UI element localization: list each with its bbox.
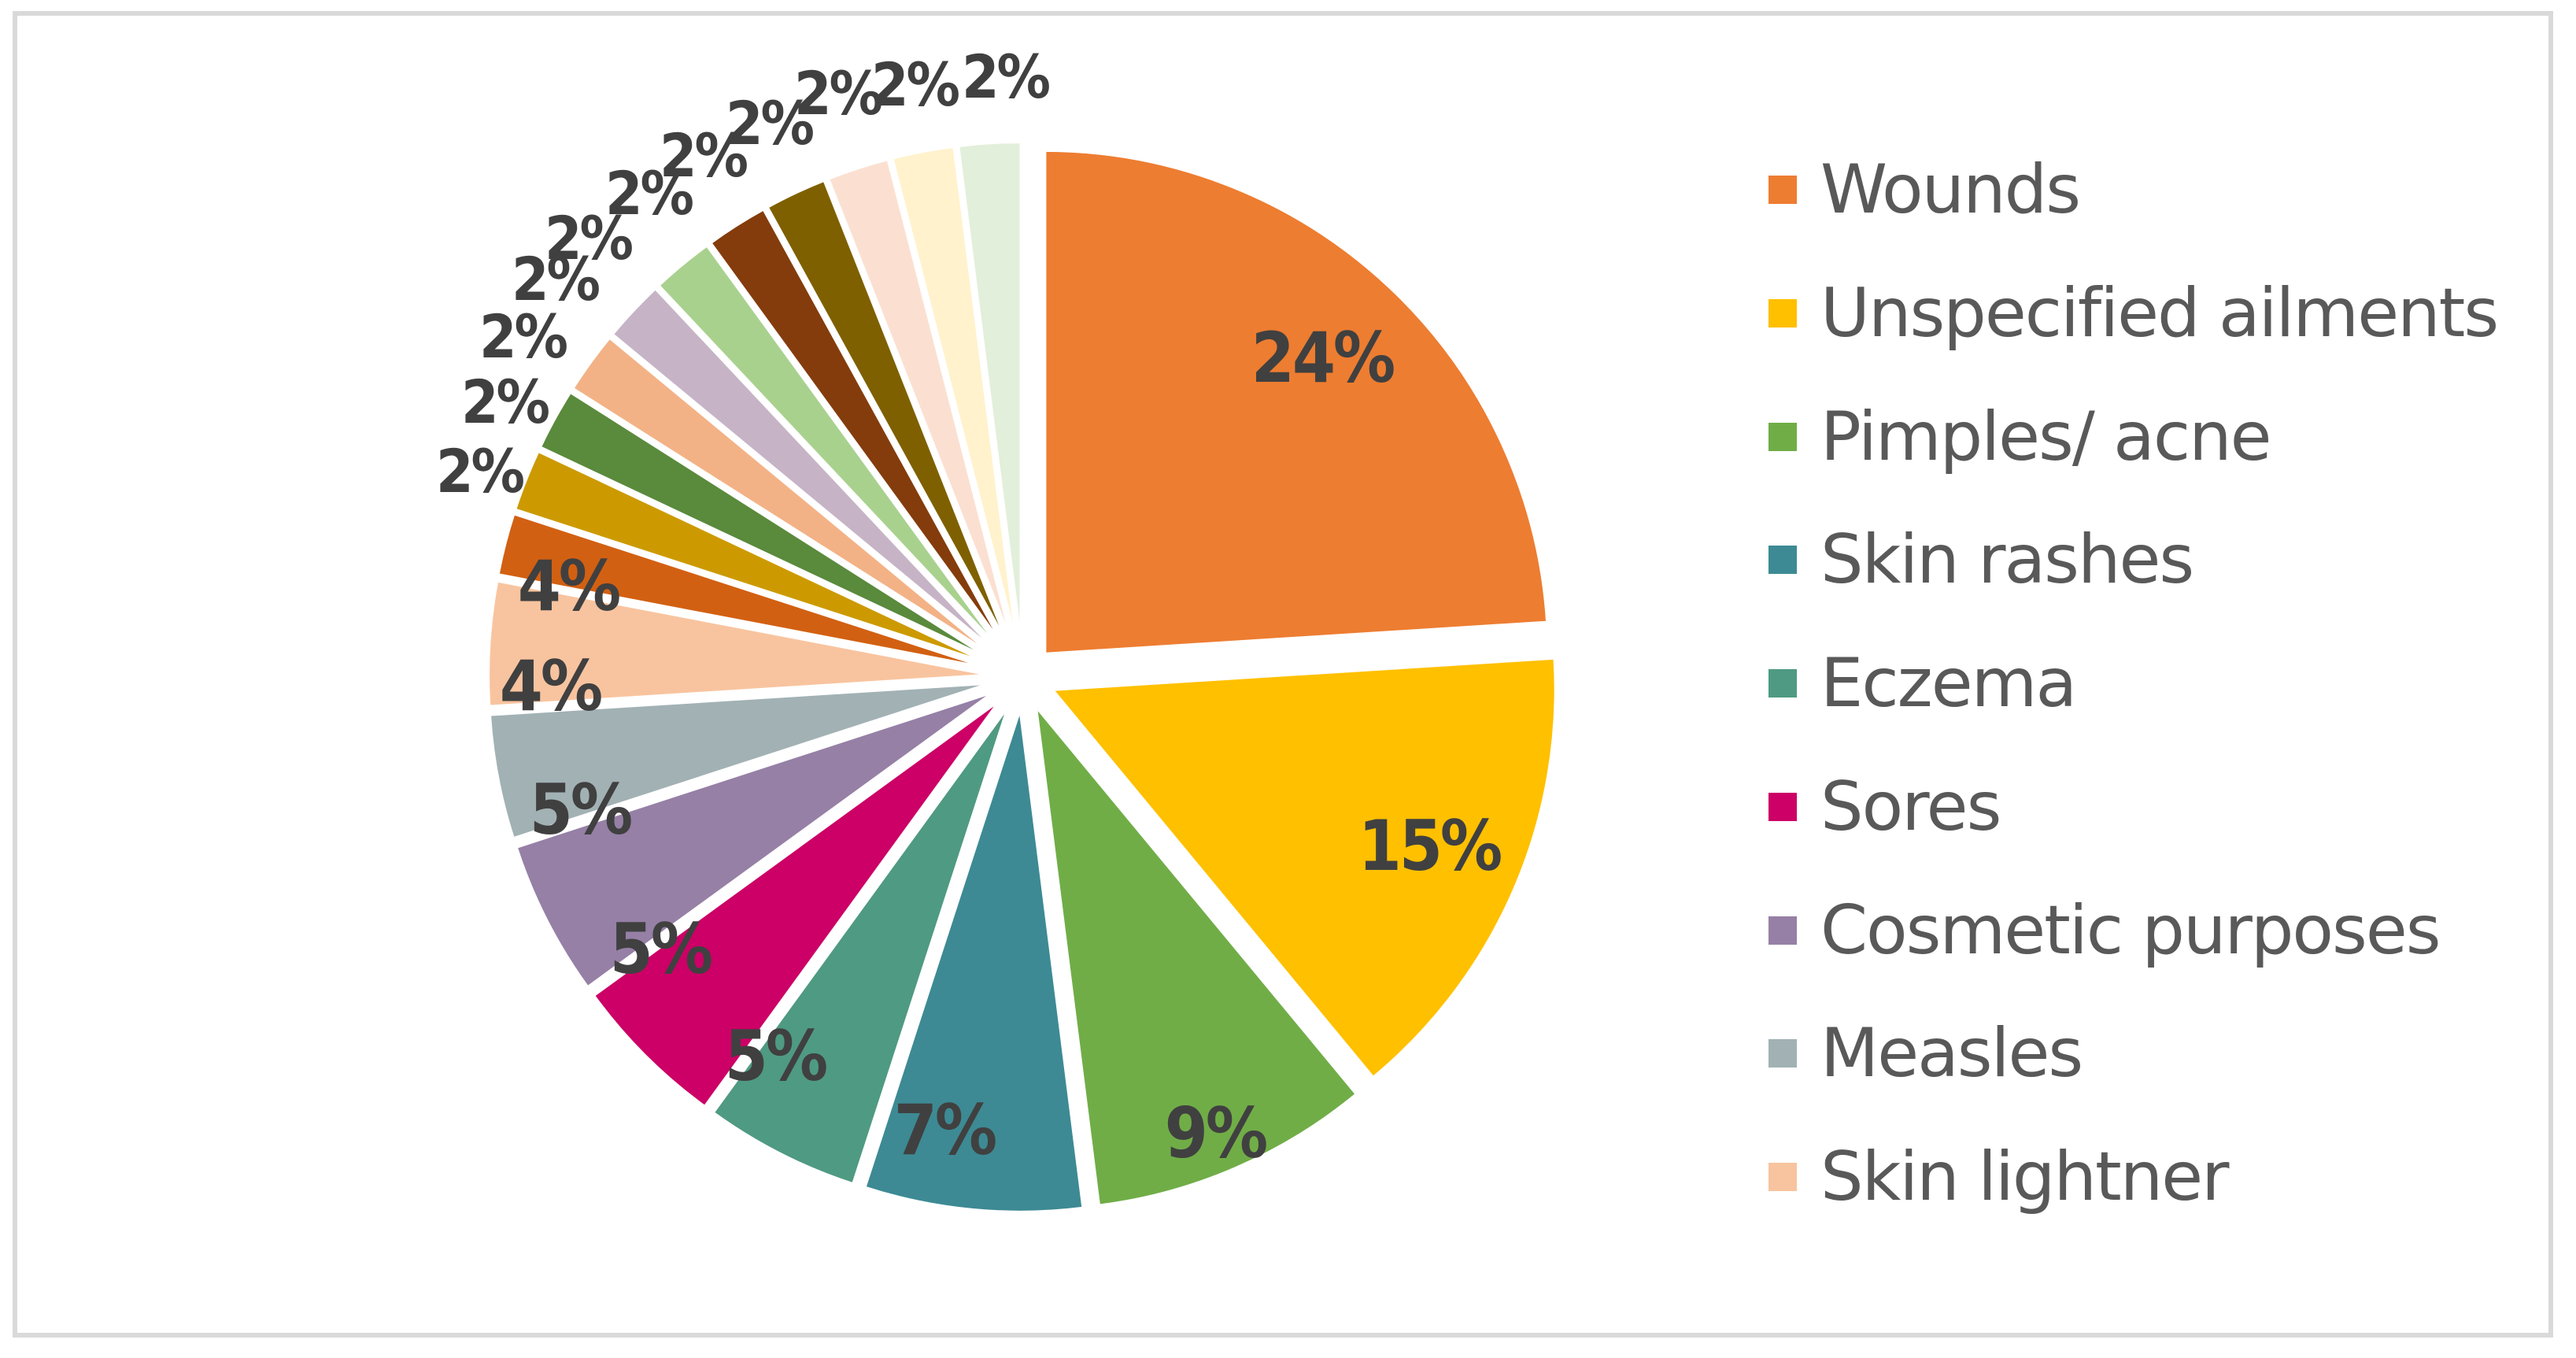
data-label: 2% [511,244,601,314]
legend-item-cosmetic-purposes: Cosmetic purposes [1768,890,2441,970]
legend-item-eczema: Eczema [1768,644,2077,723]
legend-marker-icon [1768,422,1797,451]
data-label: 2% [793,58,883,128]
data-label: 2% [961,42,1051,112]
pie-slice-15 [708,206,1008,652]
data-label: 24% [1251,317,1395,398]
pie-slice-unspecified-ailments [1048,656,1558,1080]
legend-item-sores: Sores [1768,767,2001,846]
data-label: 2% [870,50,960,120]
pie-slice-eczema [710,704,1011,1186]
pie-slice-13 [609,286,1002,657]
data-label: 2% [604,158,694,228]
pie-slice-cosmetic-purposes [514,690,996,990]
data-label: 2% [435,436,525,506]
pie-slice-pimples-acne [1033,701,1359,1208]
pie-slice-10 [512,449,995,668]
pie-slice-18 [889,144,1019,647]
legend-label: Cosmetic purposes [1820,890,2441,970]
legend-label: Skin lightner [1820,1138,2230,1216]
data-label: 15% [1358,805,1502,886]
pie-slice-19 [956,140,1023,646]
pie-slice-9 [496,511,993,672]
data-label: 2% [659,120,748,191]
pie-slice-measles [487,681,993,841]
data-label: 4% [499,646,603,727]
legend-marker-icon [1768,546,1797,575]
data-label: 9% [1164,1093,1268,1174]
pie-slice-16 [764,178,1011,649]
legend-marker-icon [1768,669,1797,698]
legend-item-measles: Measles [1768,1014,2083,1093]
legend-label: Eczema [1820,644,2077,723]
legend-marker-icon [1768,916,1797,945]
legend-item-wounds: Wounds [1768,150,2081,229]
data-label: 5% [609,908,713,990]
legend-label: Wounds [1820,150,2081,229]
data-label: 2% [544,203,634,273]
legend-item-skin-lightner: Skin lightner [1768,1138,2230,1216]
legend-item-skin-rashes: Skin rashes [1768,520,2194,600]
data-label: 7% [893,1090,997,1171]
pie-slice-skin-lightner [486,579,992,709]
legend-marker-icon [1768,298,1797,327]
legend-label: Pimples/ acne [1820,397,2272,476]
legend-marker-icon [1768,176,1797,204]
data-label: 4% [517,546,621,627]
pie-slice-12 [570,335,999,660]
data-label: 2% [725,88,815,158]
data-label: 2% [479,302,568,372]
legend-marker-icon [1768,792,1797,821]
legend-label: Skin rashes [1820,520,2194,600]
legend-label: Unspecified ailments [1820,273,2499,353]
data-label: 5% [529,769,633,850]
pie-slice-sores [591,698,1003,1109]
legend-label: Measles [1820,1014,2083,1093]
pie-slice-skin-rashes [862,708,1085,1214]
legend-item-pimples-acne: Pimples/ acne [1768,397,2272,476]
data-label: 5% [724,1016,828,1097]
pie-slice-11 [538,390,997,664]
data-label: 2% [460,367,550,437]
legend-marker-icon [1768,1163,1797,1191]
legend-marker-icon [1768,1039,1797,1068]
pie-slice-17 [826,157,1015,648]
pie-slice-14 [656,242,1005,654]
legend-item-unspecified-ailments: Unspecified ailments [1768,273,2499,353]
legend-label: Sores [1820,767,2001,846]
pie-slice-wounds [1043,148,1550,656]
